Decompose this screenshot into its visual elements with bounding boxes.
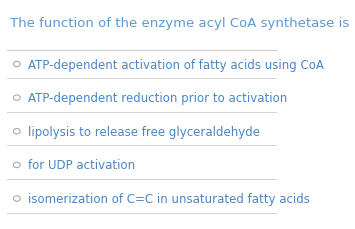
Text: for UDP activation: for UDP activation xyxy=(28,159,135,172)
Text: The function of the enzyme acyl CoA synthetase is: The function of the enzyme acyl CoA synt… xyxy=(10,17,349,30)
Text: isomerization of C=C in unsaturated fatty acids: isomerization of C=C in unsaturated fatt… xyxy=(28,192,310,205)
Text: lipolysis to release free glyceraldehyde: lipolysis to release free glyceraldehyde xyxy=(28,125,260,138)
Text: ATP-dependent activation of fatty acids using CoA: ATP-dependent activation of fatty acids … xyxy=(28,58,324,71)
Text: ATP-dependent reduction prior to activation: ATP-dependent reduction prior to activat… xyxy=(28,92,287,105)
